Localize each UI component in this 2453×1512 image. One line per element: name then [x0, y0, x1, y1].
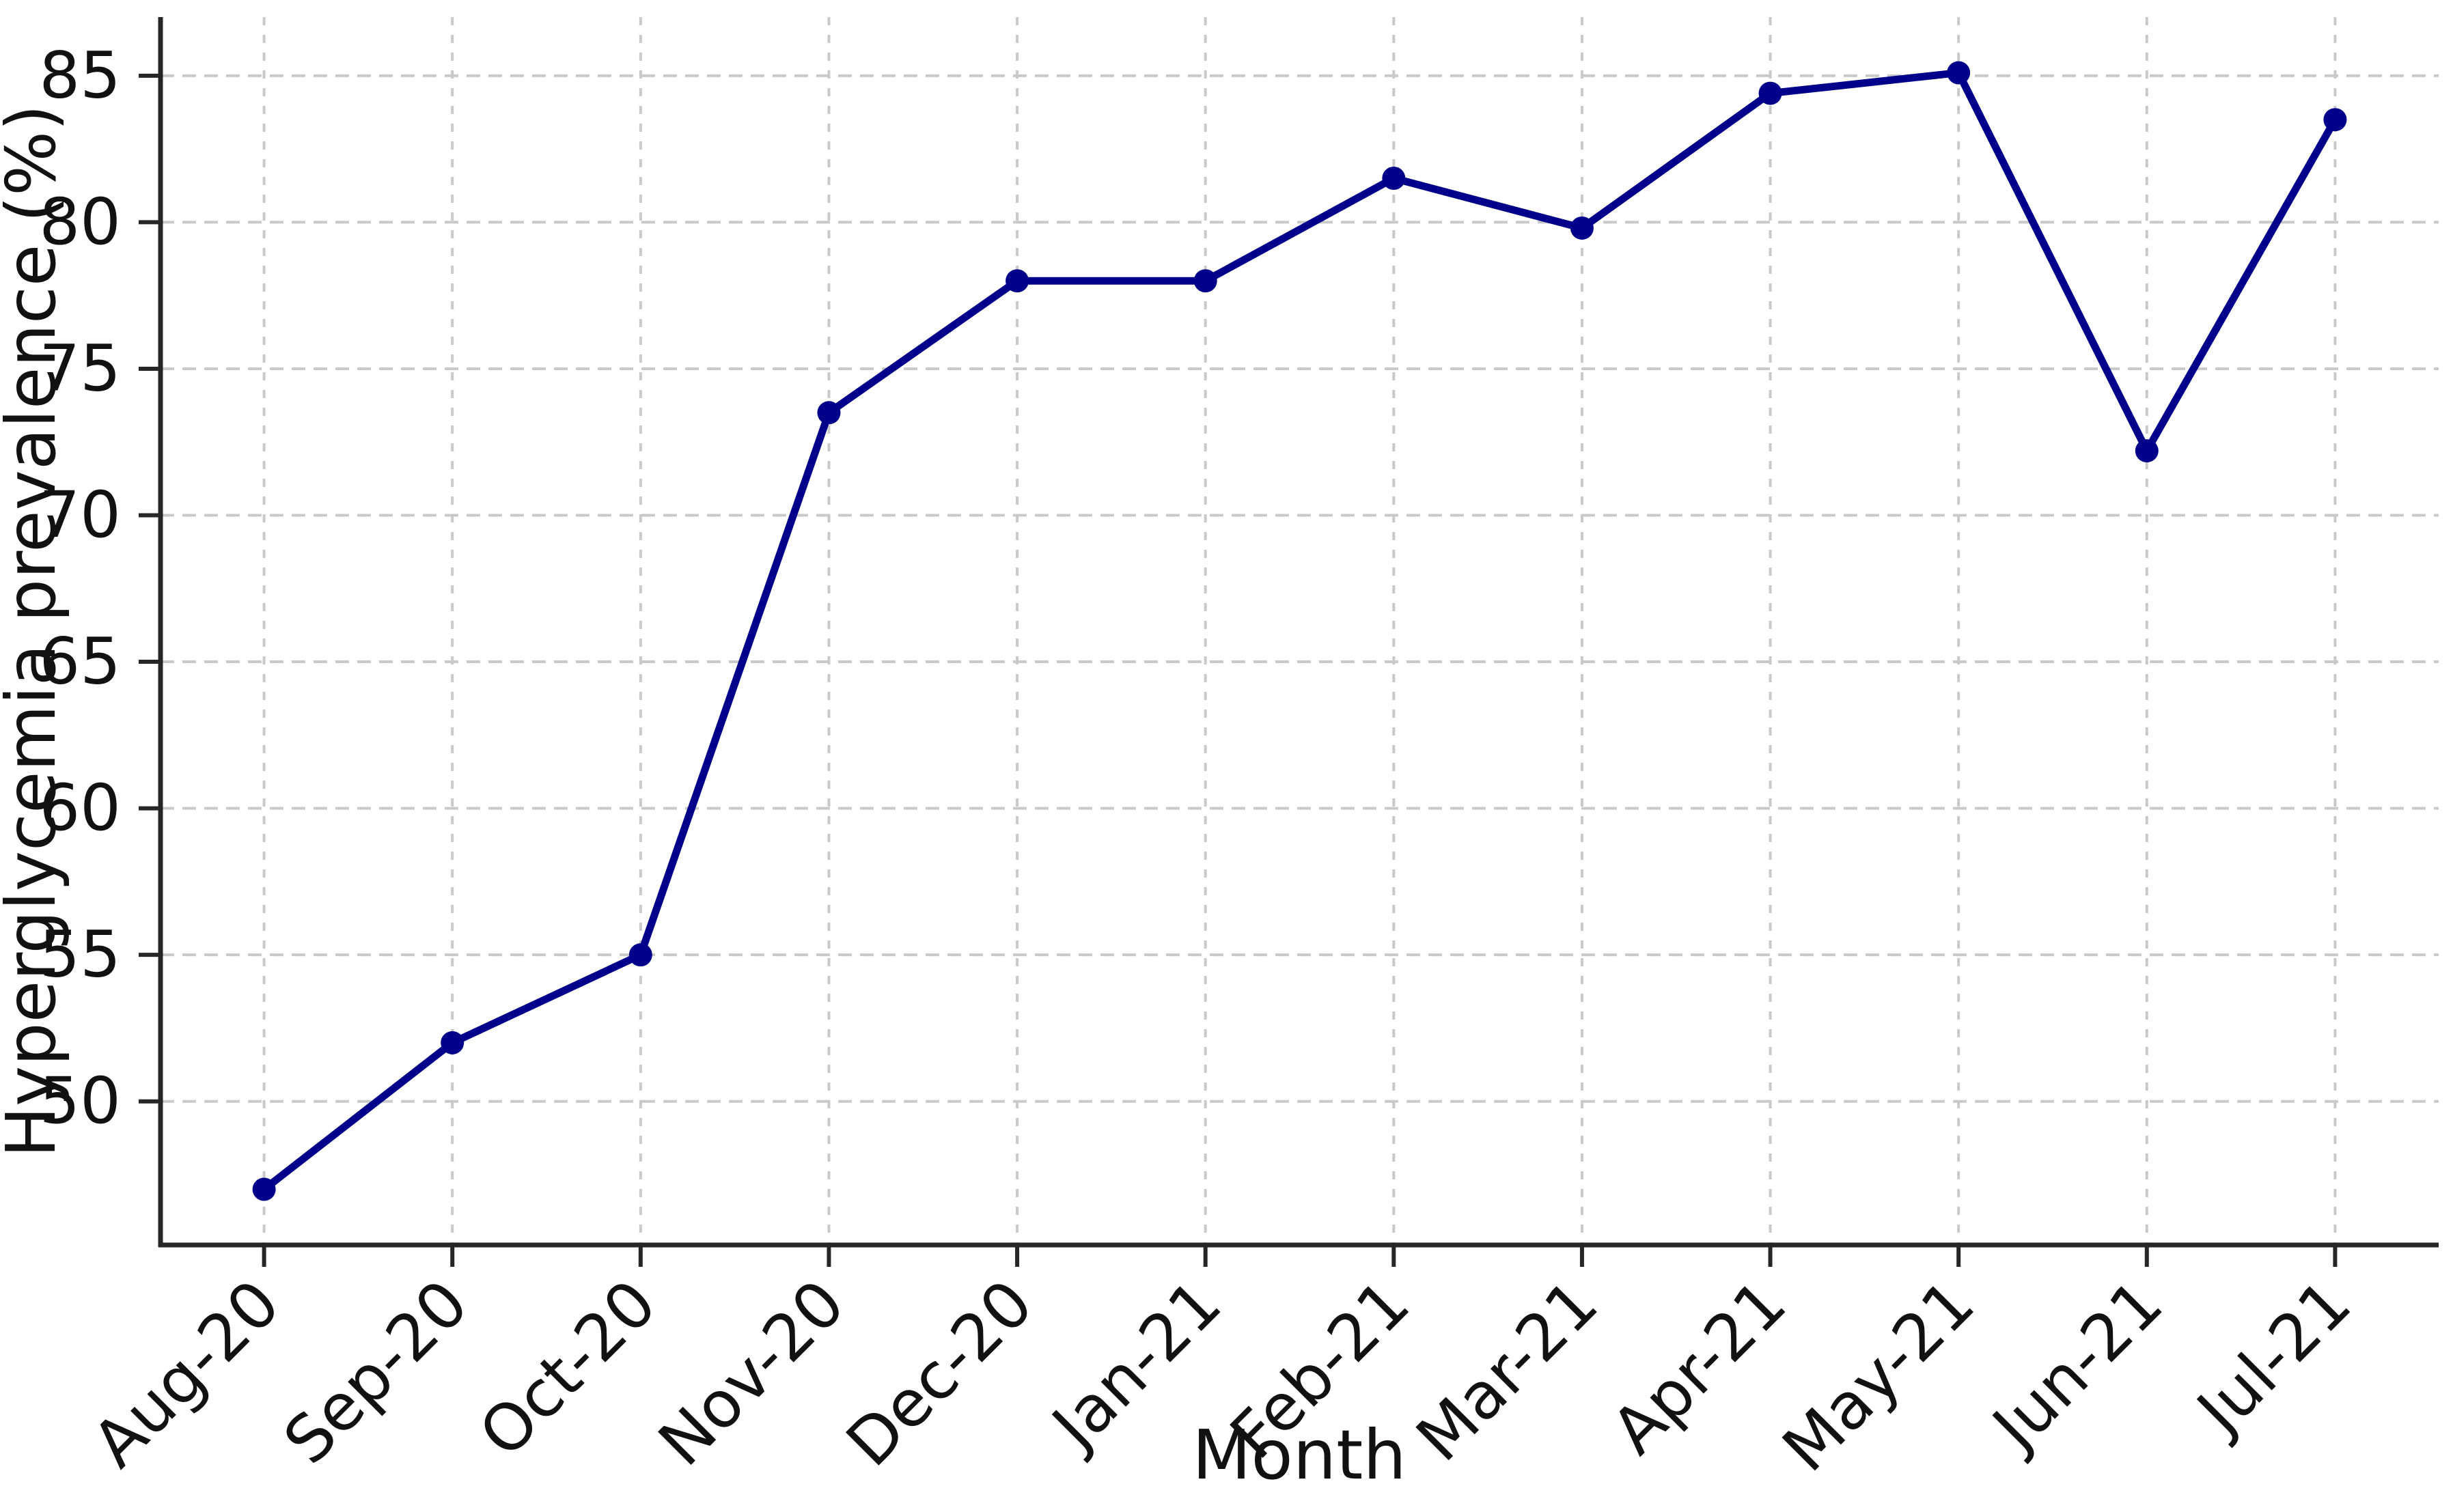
data-point-marker	[1006, 269, 1029, 293]
x-tick-label: Jun-21	[1977, 1266, 2177, 1466]
y-tick-label: 55	[39, 918, 121, 992]
x-tick-label: May-21	[1769, 1266, 1989, 1486]
data-point-marker	[817, 401, 841, 425]
data-series-layer	[252, 61, 2347, 1201]
data-point-marker	[1570, 216, 1594, 240]
data-point-marker	[1758, 81, 1782, 105]
data-point-marker	[441, 1031, 465, 1054]
y-tick-label: 50	[39, 1064, 121, 1138]
y-axis-title: Hyperglycemia prevalence (%)	[0, 104, 71, 1158]
y-tick-label: 85	[39, 38, 121, 113]
data-point-marker	[1193, 269, 1217, 293]
data-point-marker	[2135, 439, 2159, 463]
prevalence-line	[260, 69, 2339, 1193]
axis-layer	[139, 17, 2439, 1267]
data-point-marker	[252, 1177, 276, 1201]
x-tick-label: Sep-20	[271, 1266, 483, 1479]
y-tick-label: 80	[39, 185, 121, 260]
y-tick-label: 70	[39, 478, 121, 552]
grid-layer	[161, 17, 2439, 1245]
x-tick-label: Apr-21	[1598, 1266, 1800, 1468]
x-axis-title: Month	[1192, 1415, 1406, 1495]
x-tick-label: Mar-21	[1402, 1266, 1612, 1476]
x-tick-label: Nov-20	[645, 1266, 859, 1481]
data-point-marker	[1382, 167, 1406, 191]
tick-label-layer: 50 55 60 65 70 75 80 85 Aug-20Sep-20Oct-20Nov-20…	[39, 38, 2365, 1486]
x-tick-label: Aug-20	[79, 1266, 294, 1481]
x-tick-label: Dec-20	[833, 1266, 1047, 1481]
data-point-marker	[2323, 108, 2347, 132]
data-point-marker	[1947, 61, 1971, 85]
y-tick-label: 75	[39, 331, 121, 406]
data-point-marker	[628, 943, 652, 967]
x-tick-label: Oct-20	[466, 1266, 671, 1472]
x-tick-label: Jul-21	[2181, 1266, 2365, 1450]
y-tick-label: 65	[39, 625, 121, 699]
y-tick-label: 60	[39, 771, 121, 845]
